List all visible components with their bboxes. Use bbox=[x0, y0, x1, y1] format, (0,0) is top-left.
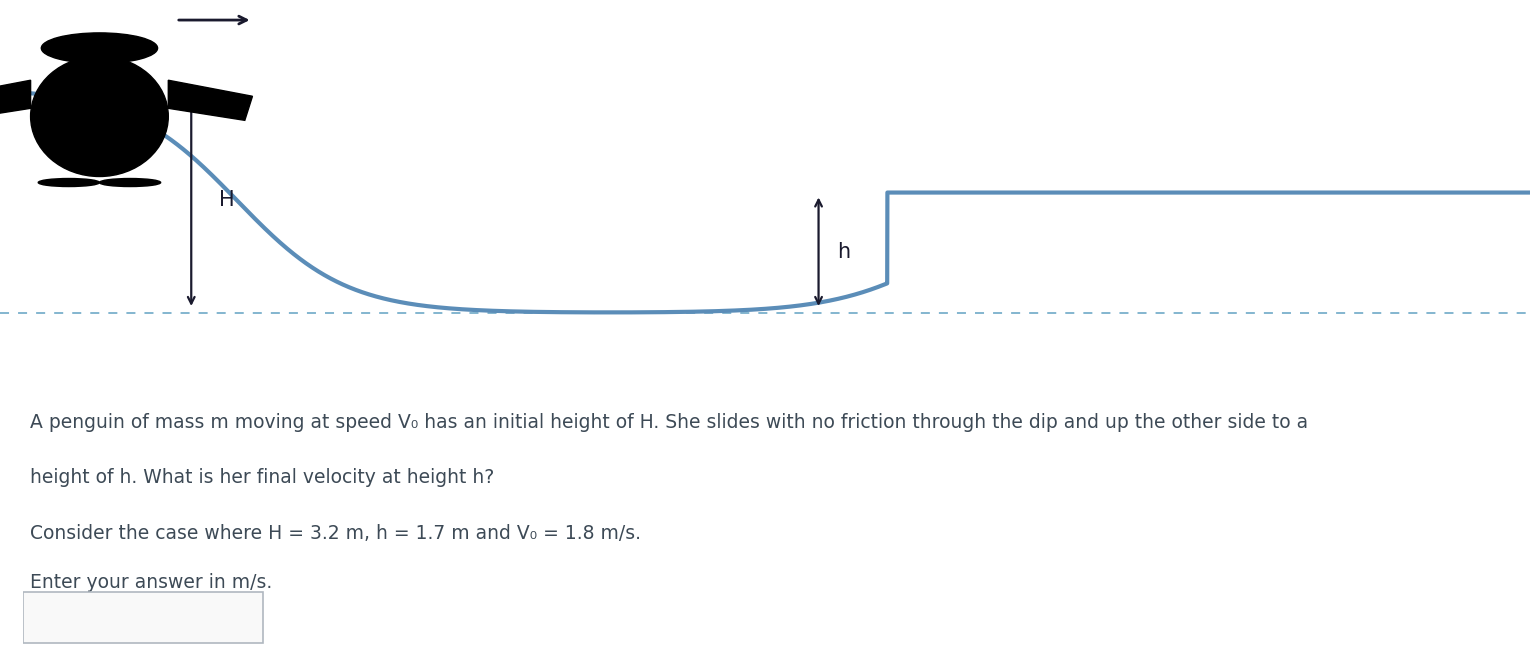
Text: A penguin of mass m moving at speed V₀ has an initial height of H. She slides wi: A penguin of mass m moving at speed V₀ h… bbox=[31, 413, 1308, 432]
Ellipse shape bbox=[99, 179, 161, 186]
Text: h: h bbox=[837, 242, 851, 262]
Circle shape bbox=[41, 33, 158, 63]
Ellipse shape bbox=[31, 56, 168, 177]
Polygon shape bbox=[168, 80, 252, 120]
Text: Consider the case where H = 3.2 m, h = 1.7 m and V₀ = 1.8 m/s.: Consider the case where H = 3.2 m, h = 1… bbox=[31, 524, 641, 543]
Text: Enter your answer in m/s.: Enter your answer in m/s. bbox=[31, 573, 272, 592]
Ellipse shape bbox=[38, 179, 99, 186]
Text: H: H bbox=[219, 190, 234, 210]
Polygon shape bbox=[0, 80, 31, 120]
FancyBboxPatch shape bbox=[23, 591, 263, 643]
Text: height of h. What is her final velocity at height h?: height of h. What is her final velocity … bbox=[31, 468, 494, 487]
